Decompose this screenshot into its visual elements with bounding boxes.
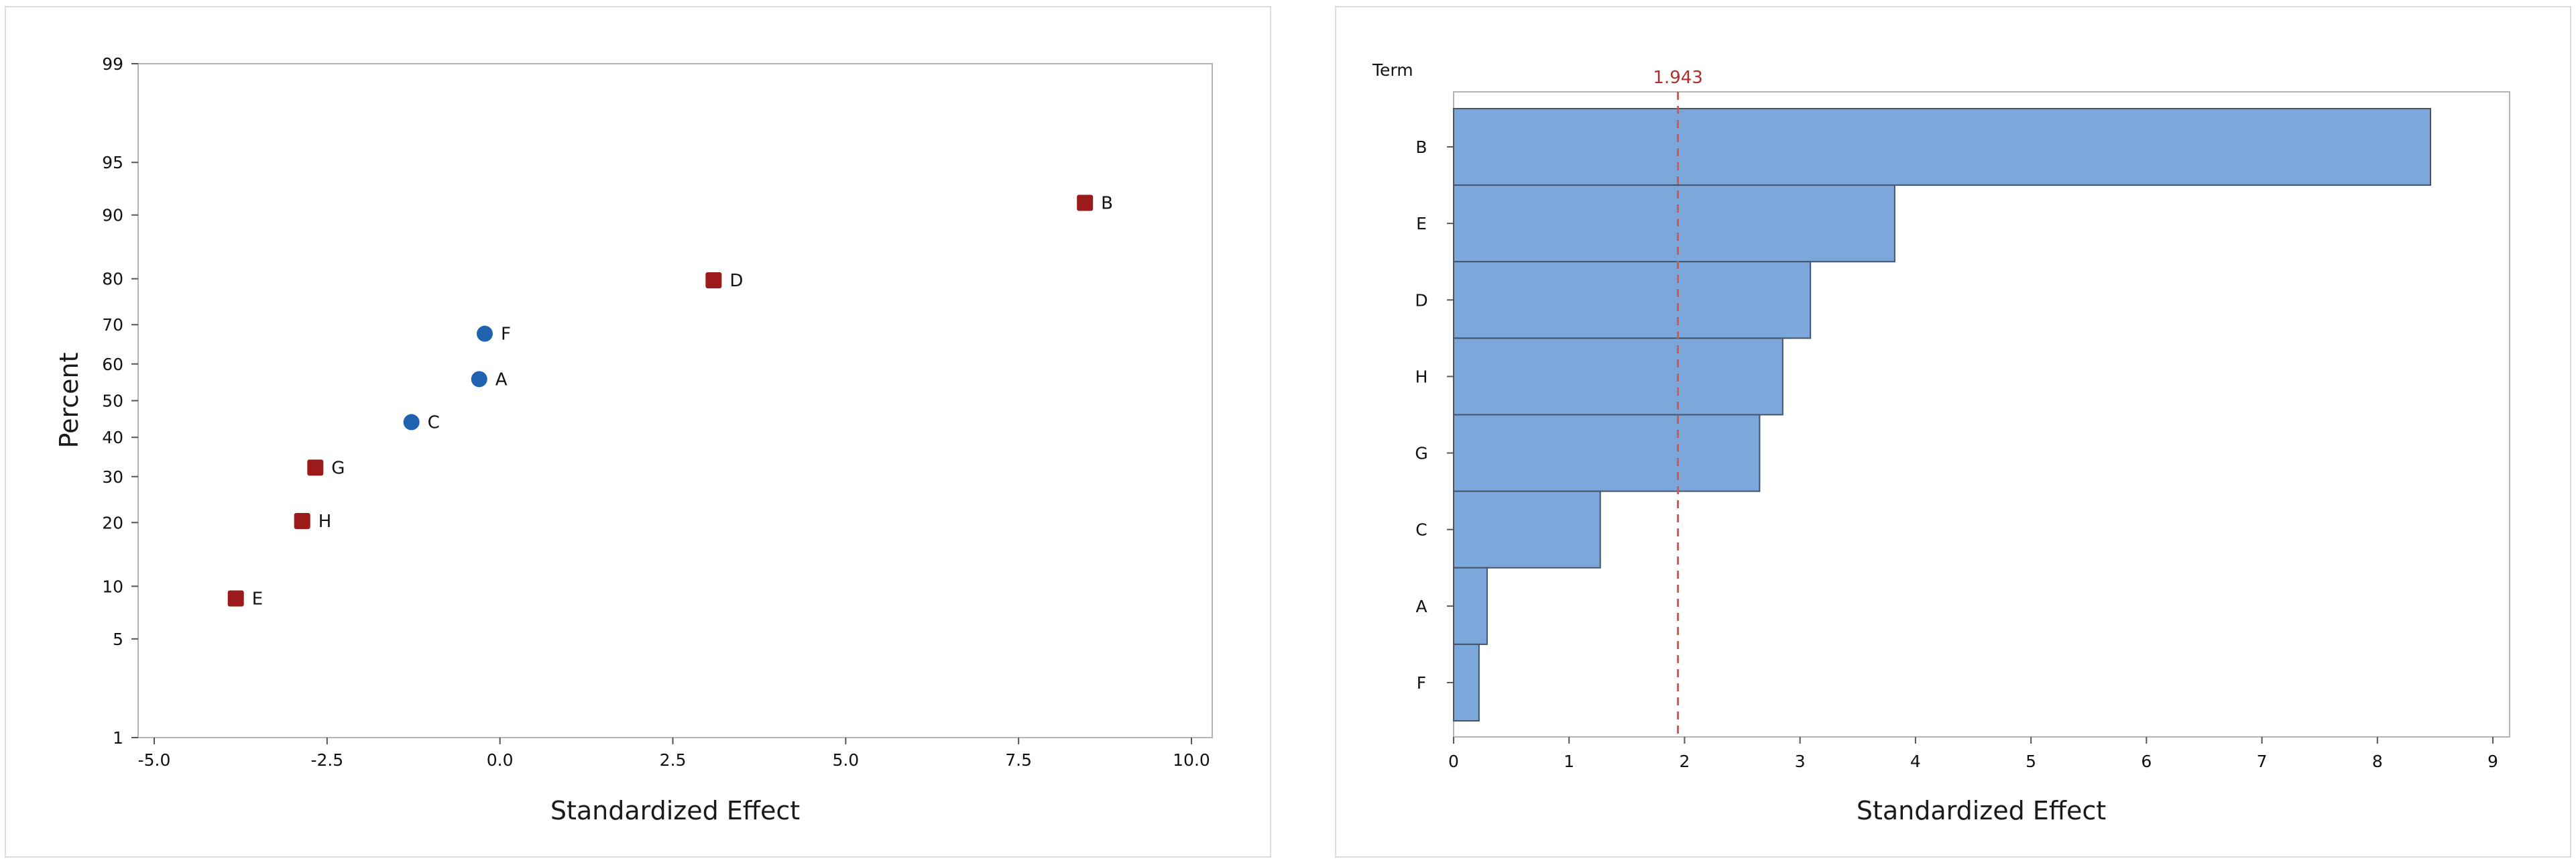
data-point-significant: [705, 272, 722, 289]
point-label: C: [428, 413, 440, 433]
y-tick-label: 90: [102, 206, 123, 225]
y-tick-label: 1: [113, 728, 123, 748]
x-tick-label: 10.0: [1173, 750, 1210, 770]
pareto-term-title: Term: [1372, 60, 1413, 80]
x-tick-label: 5.0: [832, 750, 859, 770]
term-label: B: [1415, 137, 1427, 157]
data-point-significant: [294, 512, 310, 529]
point-label: E: [252, 589, 263, 610]
y-tick-label: 80: [102, 270, 123, 289]
x-tick-label: -2.5: [310, 750, 343, 770]
bar: [1453, 643, 1480, 722]
pareto-reference-line: 1.943: [1653, 68, 1703, 737]
point-label: A: [495, 369, 508, 390]
bar: [1453, 261, 1812, 339]
point-label: F: [501, 325, 511, 345]
critical-value-label: 1.943: [1653, 68, 1702, 88]
point-label: H: [318, 512, 332, 532]
bar: [1453, 567, 1488, 645]
term-label: H: [1415, 367, 1428, 386]
normal-plot-y-ticks: 1 5 10 20 30 40 50 60 70 80 90 95 99: [102, 54, 138, 748]
x-tick-label: 8: [2372, 752, 2383, 771]
y-tick-label: 5: [113, 630, 123, 649]
point-label: D: [729, 271, 743, 291]
y-tick-label: 10: [102, 577, 123, 596]
bar: [1453, 414, 1761, 492]
bar: [1453, 108, 2431, 186]
x-tick-label: 1: [1564, 752, 1574, 771]
point-label: B: [1101, 193, 1113, 213]
x-tick-label: 0.0: [487, 750, 514, 770]
data-point: [471, 371, 487, 388]
x-tick-label: 4: [1910, 752, 1921, 771]
pareto-chart: Term Standardized Effect B E D H G C A F 0 1 2 3 4 5…: [1372, 60, 2510, 825]
x-tick-label: 0: [1448, 752, 1459, 771]
pareto-bars: B E D H G C A F: [1415, 108, 2431, 722]
y-tick-label: 70: [102, 315, 123, 335]
term-label: G: [1415, 444, 1427, 463]
data-point: [403, 414, 420, 430]
normal-plot-y-label: Percent: [54, 353, 84, 449]
x-tick-label: 5: [2026, 752, 2036, 771]
x-tick-label: 2: [1679, 752, 1690, 771]
pareto-x-ticks: 0 1 2 3 4 5 6 7 8 9: [1448, 737, 2498, 771]
normal-plot-x-ticks: -5.0 -2.5 0.0 2.5 5.0 7.5 10.0: [138, 738, 1210, 770]
term-label: A: [1415, 597, 1427, 616]
y-tick-label: 50: [102, 392, 123, 411]
term-label: F: [1417, 673, 1426, 693]
y-tick-label: 60: [102, 355, 123, 374]
data-point: [476, 325, 493, 342]
term-label: E: [1416, 214, 1427, 233]
data-point-significant: [227, 590, 244, 607]
x-tick-label: 6: [2141, 752, 2152, 771]
pareto-x-label: Standardized Effect: [1857, 796, 2106, 825]
bar: [1453, 490, 1601, 569]
normal-plot: Standardized Effect Percent -5.0 -2.5 0.0 2…: [54, 54, 1213, 825]
data-point-significant: [1077, 194, 1094, 211]
term-label: C: [1415, 520, 1427, 540]
normal-plot-points: E H G C A F D B: [227, 193, 1113, 610]
y-tick-label: 99: [102, 54, 123, 74]
y-tick-label: 20: [102, 513, 123, 532]
term-label: D: [1415, 290, 1427, 310]
x-tick-label: 9: [2487, 752, 2498, 771]
x-tick-label: -5.0: [138, 750, 171, 770]
y-tick-label: 95: [102, 153, 123, 172]
bar: [1453, 184, 1895, 263]
x-tick-label: 3: [1795, 752, 1806, 771]
point-label: G: [331, 458, 345, 478]
normal-plot-area: [137, 63, 1213, 738]
x-tick-label: 7: [2257, 752, 2268, 771]
bar: [1453, 337, 1783, 416]
normal-plot-x-label: Standardized Effect: [550, 796, 800, 825]
y-tick-label: 40: [102, 428, 123, 447]
y-tick-label: 30: [102, 467, 123, 487]
data-point-significant: [307, 459, 324, 476]
x-tick-label: 7.5: [1005, 750, 1032, 770]
x-tick-label: 2.5: [660, 750, 687, 770]
